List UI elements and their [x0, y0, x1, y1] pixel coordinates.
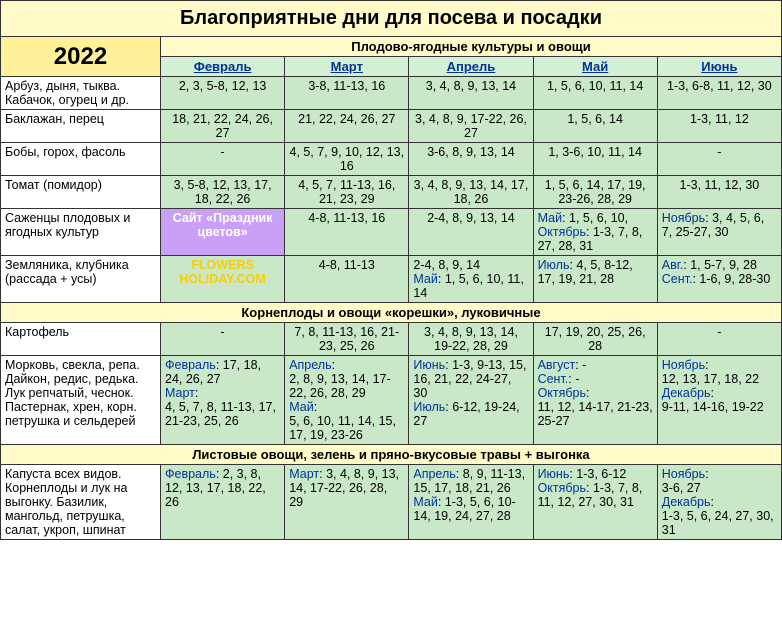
month-jun: Июнь — [657, 57, 781, 77]
row-potato: Картофель - 7, 8, 11-13, 16, 21-23, 25, … — [1, 323, 782, 356]
crop-label: Арбуз, дыня, тыква. Кабачок, огурец и др… — [1, 77, 161, 110]
row-tomato: Томат (помидор) 3, 5-8, 12, 13, 17, 18, … — [1, 176, 782, 209]
main-title: Благоприятные дни для посева и посадки — [1, 1, 782, 37]
month-mar: Март — [285, 57, 409, 77]
row-carrot: Морковь, свекла, репа. Дайкон, редис, ре… — [1, 356, 782, 445]
row-beans: Бобы, горох, фасоль - 4, 5, 7, 9, 10, 12… — [1, 143, 782, 176]
row-eggplant: Баклажан, перец 18, 21, 22, 24, 26, 27 2… — [1, 110, 782, 143]
row-seedlings: Саженцы плодовых и ягодных культур Сайт … — [1, 209, 782, 256]
month-apr: Апрель — [409, 57, 533, 77]
section-leafy: Листовые овощи, зелень и пряно-вкусовые … — [1, 445, 782, 465]
planting-calendar-table: Благоприятные дни для посева и посадки 2… — [0, 0, 782, 540]
promo-website: Сайт «Праздник цветов» — [161, 209, 285, 256]
row-strawberry: Земляника, клубника (рассада + усы) FLOW… — [1, 256, 782, 303]
row-melon: Арбуз, дыня, тыква. Кабачок, огурец и др… — [1, 77, 782, 110]
row-cabbage: Капуста всех видов. Корнеплоды и лук на … — [1, 465, 782, 540]
section-roots: Корнеплоды и овощи «корешки», луковичные — [1, 303, 782, 323]
month-feb: Февраль — [161, 57, 285, 77]
month-may: Май — [533, 57, 657, 77]
promo-domain: FLOWERS HOLIDAY.COM — [161, 256, 285, 303]
section-fruit-veg: Плодово-ягодные культуры и овощи — [161, 37, 782, 57]
year-label: 2022 — [1, 37, 161, 77]
